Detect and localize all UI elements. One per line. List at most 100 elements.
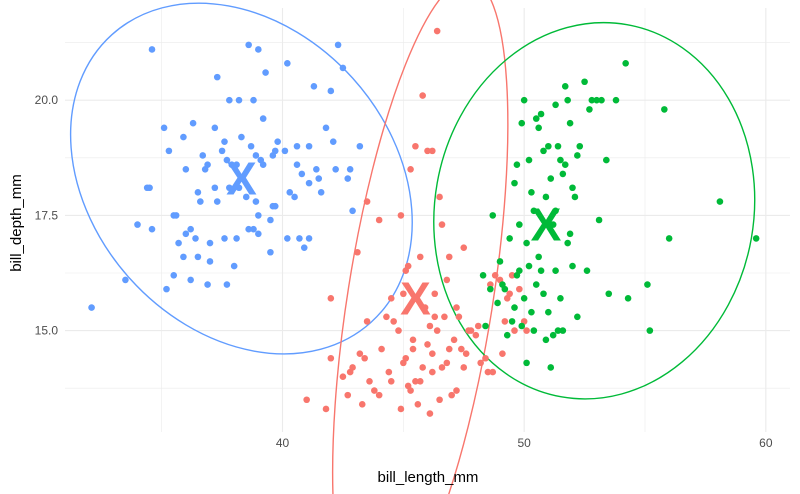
data-point	[204, 161, 211, 168]
data-point	[170, 272, 178, 279]
data-point	[530, 207, 538, 215]
data-point	[436, 396, 443, 404]
data-point	[233, 235, 240, 242]
data-point	[487, 281, 494, 288]
data-point	[189, 119, 197, 127]
data-point	[511, 327, 518, 334]
data-point	[371, 387, 378, 394]
data-point	[245, 41, 252, 49]
data-point	[549, 331, 557, 339]
data-point	[603, 156, 610, 164]
data-point	[482, 354, 489, 362]
data-point	[344, 391, 352, 399]
data-point	[494, 299, 501, 307]
centroid-marker: X	[531, 199, 562, 251]
data-point	[443, 276, 451, 284]
data-point	[424, 341, 431, 348]
data-point	[310, 83, 318, 90]
data-point	[487, 285, 494, 293]
data-point	[349, 207, 356, 215]
data-point	[508, 318, 516, 325]
data-point	[426, 322, 434, 330]
data-point	[547, 175, 555, 182]
data-point	[426, 410, 434, 417]
data-point	[583, 267, 591, 274]
data-point	[218, 147, 226, 155]
data-point	[552, 267, 559, 274]
data-point	[752, 235, 760, 242]
data-point	[378, 345, 385, 353]
data-point	[271, 147, 279, 155]
data-point	[535, 124, 542, 132]
data-point	[503, 331, 511, 339]
data-point	[213, 198, 221, 205]
data-point	[226, 96, 233, 104]
data-point	[429, 368, 436, 376]
data-point	[501, 285, 509, 293]
data-point	[187, 225, 194, 233]
data-point	[211, 184, 219, 192]
gridlines	[65, 8, 790, 432]
data-point	[564, 96, 571, 104]
data-point	[255, 230, 262, 238]
data-point	[511, 304, 518, 311]
data-point	[477, 359, 484, 367]
data-point	[424, 147, 431, 155]
data-point	[395, 327, 402, 334]
tick-labels: 40 50 60 15.0 17.5 20.0	[35, 93, 773, 450]
data-point	[523, 327, 530, 334]
data-point	[211, 124, 219, 132]
data-point	[612, 96, 620, 104]
data-point	[511, 179, 518, 187]
data-point	[530, 327, 538, 334]
centroid-marker: X	[226, 153, 257, 205]
data-point	[182, 230, 190, 238]
data-point	[329, 138, 337, 145]
data-point	[213, 73, 221, 81]
confidence-ellipse	[69, 2, 413, 355]
data-point	[433, 327, 441, 334]
data-point	[586, 106, 593, 113]
data-point	[122, 276, 129, 284]
data-point	[554, 142, 562, 150]
data-point	[199, 152, 207, 159]
data-point	[317, 189, 325, 196]
data-point	[445, 253, 453, 261]
data-point	[412, 142, 419, 150]
data-point	[431, 313, 439, 321]
data-point	[339, 373, 347, 380]
data-point	[160, 124, 168, 132]
data-point	[221, 138, 228, 145]
data-point	[523, 239, 530, 247]
data-point	[518, 119, 526, 127]
data-point	[293, 142, 301, 150]
data-point	[479, 272, 487, 279]
data-point	[520, 96, 528, 104]
data-point	[516, 221, 523, 228]
centroid-markers: X X X	[226, 153, 562, 325]
data-point	[223, 156, 231, 164]
data-point	[438, 221, 446, 228]
data-point	[545, 142, 552, 150]
data-point	[267, 248, 274, 256]
data-point	[528, 308, 535, 316]
data-point	[250, 225, 257, 233]
data-point	[366, 378, 373, 385]
data-point	[182, 166, 190, 173]
data-point	[397, 212, 405, 219]
data-point	[286, 189, 294, 196]
data-point	[322, 124, 330, 132]
data-point	[206, 258, 214, 265]
data-point	[554, 327, 562, 334]
data-point	[484, 368, 492, 376]
data-point	[535, 253, 542, 261]
data-point	[566, 119, 574, 127]
data-point	[293, 161, 301, 168]
data-point	[375, 216, 383, 224]
data-point	[574, 313, 581, 321]
data-point	[221, 235, 228, 242]
data-point	[467, 327, 475, 334]
data-point	[419, 364, 426, 371]
